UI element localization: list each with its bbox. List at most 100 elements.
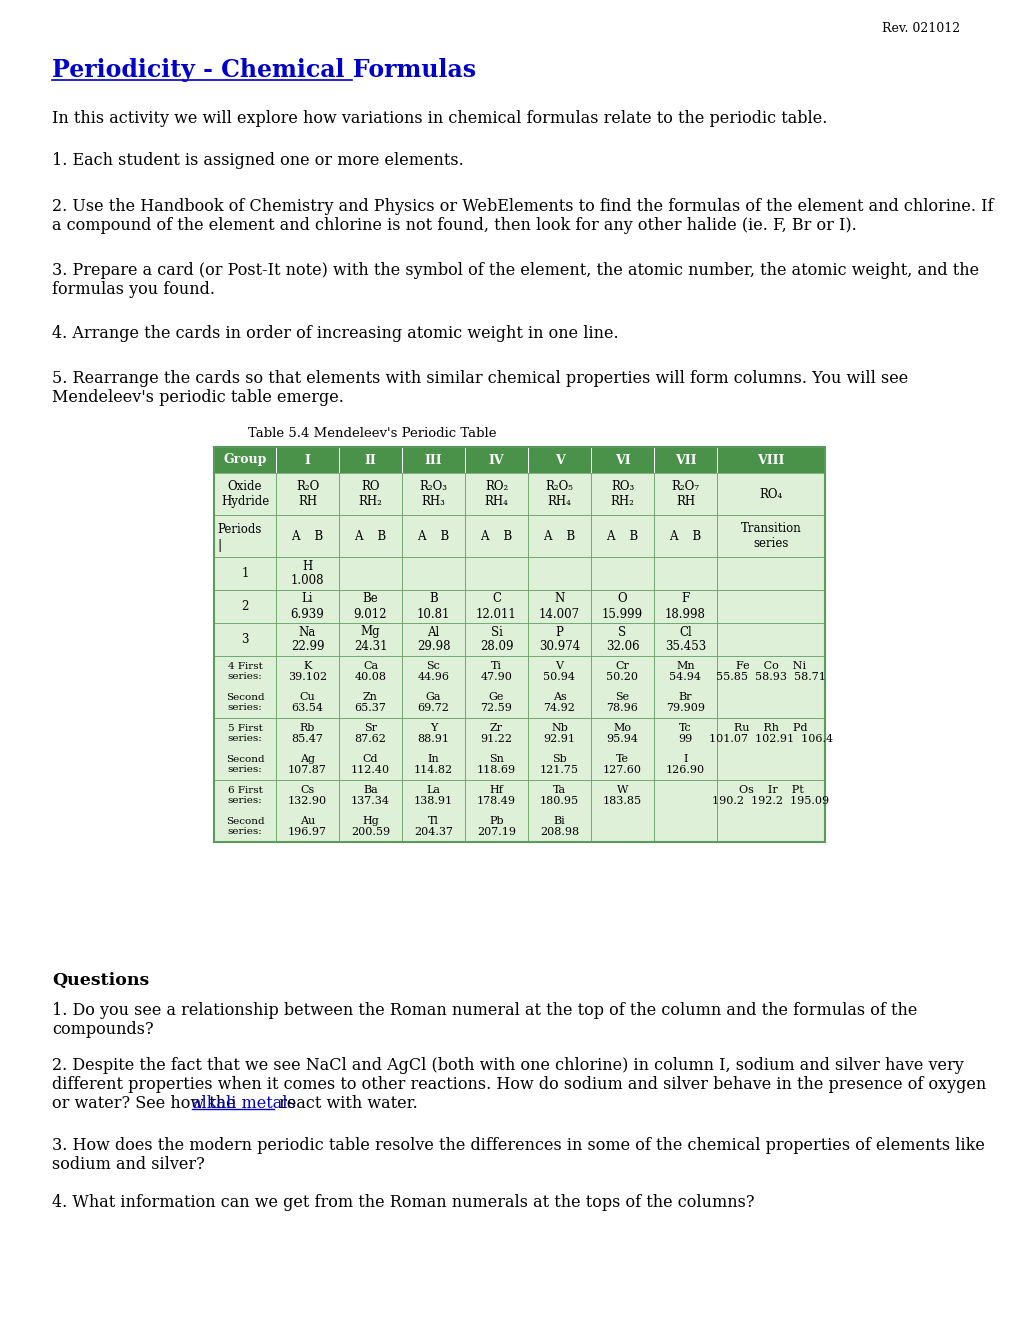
Text: K
39.102: K 39.102 [287, 661, 327, 682]
Text: 2. Despite the fact that we see NaCl and AgCl (both with one chlorine) in column: 2. Despite the fact that we see NaCl and… [52, 1057, 963, 1074]
Text: Tl
204.37: Tl 204.37 [414, 816, 452, 837]
Bar [276, 656, 338, 718]
Text: Periodicity - Chemical Formulas: Periodicity - Chemical Formulas [52, 58, 476, 82]
Text: Cu
63.54: Cu 63.54 [291, 692, 323, 713]
Bar [653, 515, 716, 557]
Text: Y
88.91: Y 88.91 [417, 723, 449, 744]
Text: Table 5.4 Mendeleev's Periodic Table: Table 5.4 Mendeleev's Periodic Table [248, 426, 496, 440]
Text: Sc
44.96: Sc 44.96 [417, 661, 449, 682]
Bar [276, 473, 338, 515]
Text: Cs
132.90: Cs 132.90 [287, 784, 327, 807]
Bar [653, 656, 716, 718]
Text: Be
9.012: Be 9.012 [354, 593, 387, 620]
Bar [528, 515, 590, 557]
Bar [716, 447, 824, 473]
Bar [590, 473, 653, 515]
Bar [590, 656, 653, 718]
Bar [338, 473, 401, 515]
Text: Rb
85.47: Rb 85.47 [291, 723, 323, 744]
Text: Ta
180.95: Ta 180.95 [539, 784, 579, 807]
Text: B
10.81: B 10.81 [417, 593, 449, 620]
Bar [653, 623, 716, 656]
Text: H
1.008: H 1.008 [290, 560, 324, 587]
Text: A    B: A B [291, 529, 323, 543]
Text: P
30.974: P 30.974 [538, 626, 580, 653]
Text: Cr
50.20: Cr 50.20 [606, 661, 638, 682]
Bar [590, 780, 653, 842]
Bar [401, 473, 465, 515]
Text: S
32.06: S 32.06 [605, 626, 639, 653]
Text: R₂O
RH: R₂O RH [296, 480, 319, 508]
Text: Second
series:: Second series: [225, 755, 264, 775]
Text: A    B: A B [480, 529, 513, 543]
Text: Zn
65.37: Zn 65.37 [355, 692, 386, 713]
Text: VII: VII [675, 454, 696, 466]
Bar [401, 515, 465, 557]
Bar [276, 557, 338, 590]
Text: Tc
99: Tc 99 [678, 723, 692, 744]
Bar [590, 718, 653, 780]
Bar [214, 590, 276, 623]
Text: Cd
112.40: Cd 112.40 [351, 754, 389, 775]
Text: R₂O₃
RH₃: R₂O₃ RH₃ [419, 480, 447, 508]
Text: Cl
35.453: Cl 35.453 [664, 626, 705, 653]
Bar [716, 780, 824, 842]
Text: 5. Rearrange the cards so that elements with similar chemical properties will fo: 5. Rearrange the cards so that elements … [52, 370, 907, 387]
Bar [716, 718, 824, 780]
Text: 3. Prepare a card (or Post-It note) with the symbol of the element, the atomic n: 3. Prepare a card (or Post-It note) with… [52, 261, 978, 279]
Text: VIII: VIII [756, 454, 784, 466]
Bar [338, 590, 401, 623]
Bar [528, 718, 590, 780]
Bar [401, 447, 465, 473]
Bar [338, 623, 401, 656]
Bar [528, 656, 590, 718]
Text: In
114.82: In 114.82 [414, 754, 452, 775]
Text: Os    Ir    Pt
190.2  192.2  195.09: Os Ir Pt 190.2 192.2 195.09 [711, 784, 828, 807]
Text: Bi
208.98: Bi 208.98 [539, 816, 579, 837]
Bar [528, 590, 590, 623]
Bar [590, 557, 653, 590]
Bar [465, 623, 528, 656]
Text: Mendeleev's periodic table emerge.: Mendeleev's periodic table emerge. [52, 389, 343, 407]
Text: 3: 3 [242, 634, 249, 645]
Bar [590, 623, 653, 656]
Text: F
18.998: F 18.998 [664, 593, 705, 620]
Bar [214, 656, 276, 718]
Bar [276, 447, 338, 473]
Text: Hf
178.49: Hf 178.49 [477, 784, 516, 807]
Text: Se
78.96: Se 78.96 [606, 692, 638, 713]
Text: formulas you found.: formulas you found. [52, 281, 215, 298]
Text: V
50.94: V 50.94 [543, 661, 575, 682]
Text: I
126.90: I 126.90 [665, 754, 704, 775]
Text: a compound of the element and chlorine is not found, then look for any other hal: a compound of the element and chlorine i… [52, 216, 856, 234]
Text: I: I [305, 454, 310, 466]
Text: A    B: A B [417, 529, 449, 543]
Bar [214, 557, 276, 590]
Bar [528, 623, 590, 656]
Bar [465, 447, 528, 473]
Text: Sr
87.62: Sr 87.62 [355, 723, 386, 744]
Bar [465, 590, 528, 623]
Text: Second
series:: Second series: [225, 693, 264, 713]
Bar [276, 780, 338, 842]
Text: Si
28.09: Si 28.09 [479, 626, 513, 653]
Text: II: II [364, 454, 376, 466]
Text: A    B: A B [354, 529, 386, 543]
Bar [465, 515, 528, 557]
Text: VI: VI [614, 454, 630, 466]
Text: W
183.85: W 183.85 [602, 784, 641, 807]
Text: Periods: Periods [217, 523, 261, 536]
Bar [276, 590, 338, 623]
Text: Mg
24.31: Mg 24.31 [354, 626, 387, 653]
Bar [716, 656, 824, 718]
Text: R₂O₅
RH₄: R₂O₅ RH₄ [545, 480, 573, 508]
Bar [528, 473, 590, 515]
Text: Fe    Co    Ni
55.85  58.93  58.71: Fe Co Ni 55.85 58.93 58.71 [715, 661, 825, 682]
Bar [214, 473, 276, 515]
Bar [716, 590, 824, 623]
Bar [214, 623, 276, 656]
Text: 1. Each student is assigned one or more elements.: 1. Each student is assigned one or more … [52, 152, 464, 169]
Text: alkali metals: alkali metals [192, 1096, 296, 1111]
Text: R₂O₇
RH: R₂O₇ RH [671, 480, 699, 508]
Text: 2. Use the Handbook of Chemistry and Physics or WebElements to find the formulas: 2. Use the Handbook of Chemistry and Phy… [52, 198, 993, 215]
